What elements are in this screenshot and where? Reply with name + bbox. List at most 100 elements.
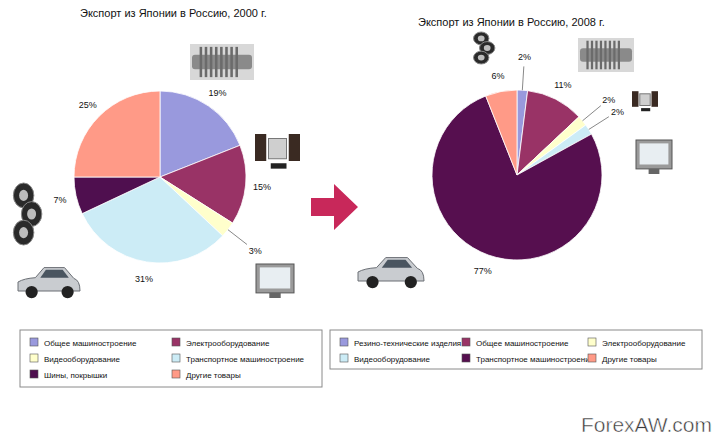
icon-tv (636, 140, 672, 174)
legend-box (330, 330, 702, 369)
tire-rim (19, 190, 28, 201)
legend-label: Электрооборудование (186, 339, 270, 348)
pie-slice (486, 90, 517, 175)
legend-label: Видеооборудование (44, 355, 121, 364)
machine-blade (200, 47, 203, 77)
legend: Общее машиностроение Электрооборудование В… (20, 330, 322, 387)
machine-blade (591, 41, 593, 70)
tire-rim (478, 36, 485, 42)
data-label: 11% (554, 80, 571, 90)
machine-blade (220, 47, 223, 77)
pie (74, 91, 246, 263)
tv-stand (649, 169, 660, 174)
tv-screen (260, 267, 290, 288)
legend-swatch (30, 370, 38, 378)
legend-label: Транспортное машиностроение (476, 355, 595, 364)
leader-line (228, 230, 247, 245)
leader-line (522, 66, 523, 90)
data-label: 19% (209, 88, 227, 98)
machine-blade (210, 47, 213, 77)
data-label: 2% (611, 107, 624, 117)
tire (474, 51, 489, 64)
icon-tires (13, 183, 41, 245)
car-wheel (26, 286, 38, 298)
background (0, 0, 719, 445)
pie-slice (74, 91, 160, 177)
machine-blade (205, 47, 208, 77)
legend-label: Электрооборудование (602, 339, 686, 348)
legend-box (20, 330, 322, 387)
stereo-unit (269, 139, 287, 159)
canvas: Экспорт из Японии в Россию, 2000 г. 19% 15… (0, 0, 719, 445)
legend-label: Видеооборудование (354, 355, 431, 364)
icon-tires (474, 32, 495, 64)
legend-label: Шины, покрышки (44, 371, 107, 380)
legend-swatch (30, 338, 38, 346)
legend-swatch (588, 354, 596, 362)
leader-line (582, 106, 600, 121)
icon-stereo (632, 91, 658, 111)
pie (432, 90, 602, 260)
legend-label: Другие товары (602, 355, 657, 364)
tire (13, 220, 33, 245)
data-label: 15% (253, 182, 271, 192)
tv-frame (636, 140, 672, 169)
machine-blade (618, 41, 620, 70)
data-label: 31% (135, 274, 153, 284)
machine-blade (609, 41, 611, 70)
legend-swatch (172, 370, 180, 378)
machine-blade (613, 41, 615, 70)
leader-line (589, 117, 609, 130)
chart-title: Экспорт из Японии в Россию, 2008 г. (418, 16, 605, 28)
data-label: 2% (518, 52, 531, 62)
data-label: 25% (79, 100, 97, 110)
icon-stereo (255, 134, 300, 169)
legend-swatch (172, 338, 180, 346)
tv-screen (640, 143, 669, 164)
car-wheel (405, 276, 417, 288)
legend-swatch (30, 354, 38, 362)
machine-bg (190, 44, 254, 80)
legend-label: Общее машиностроение (476, 339, 569, 348)
data-label: 2% (602, 95, 615, 105)
machine-bg (578, 38, 634, 72)
icon-machine (190, 44, 254, 80)
stereo-unit (640, 94, 650, 106)
speaker (289, 134, 300, 161)
icon-car (18, 268, 80, 299)
car-wheel (366, 276, 378, 288)
player (271, 163, 287, 168)
tv-stand (269, 293, 280, 298)
icon-car (358, 258, 424, 289)
legend-swatch (340, 354, 348, 362)
icon-machine (578, 38, 634, 72)
player (641, 108, 650, 111)
legend-label: Общее машиностроение (44, 339, 137, 348)
machine-blade (595, 41, 597, 70)
tire-rim (19, 227, 28, 238)
legend-swatch (462, 354, 470, 362)
legend: Резино-технические изделия Общее машиност… (330, 330, 702, 369)
icon-tv (256, 264, 294, 298)
machine-blade (235, 47, 238, 77)
car-wheel (61, 286, 73, 298)
legend-label: Транспортное машиностроение (186, 355, 305, 364)
legend-swatch (172, 354, 180, 362)
pie-slice (74, 177, 160, 214)
data-label: 77% (474, 266, 492, 276)
car-window (382, 260, 412, 268)
machine-blade (600, 41, 602, 70)
data-label: 3% (249, 246, 262, 256)
speaker (652, 91, 659, 107)
legend-swatch (340, 338, 348, 346)
tire-rim (478, 55, 485, 61)
machine-blade (230, 47, 233, 77)
legend-label: Резино-технические изделия (354, 339, 461, 348)
legend-swatch (588, 338, 596, 346)
machine-blade (225, 47, 228, 77)
tire-rim (27, 208, 36, 219)
chart-title: Экспорт из Японии в Россию, 2000 г. (80, 7, 267, 19)
legend-swatch (462, 338, 470, 346)
tire-rim (484, 45, 491, 51)
car-window (40, 270, 69, 278)
